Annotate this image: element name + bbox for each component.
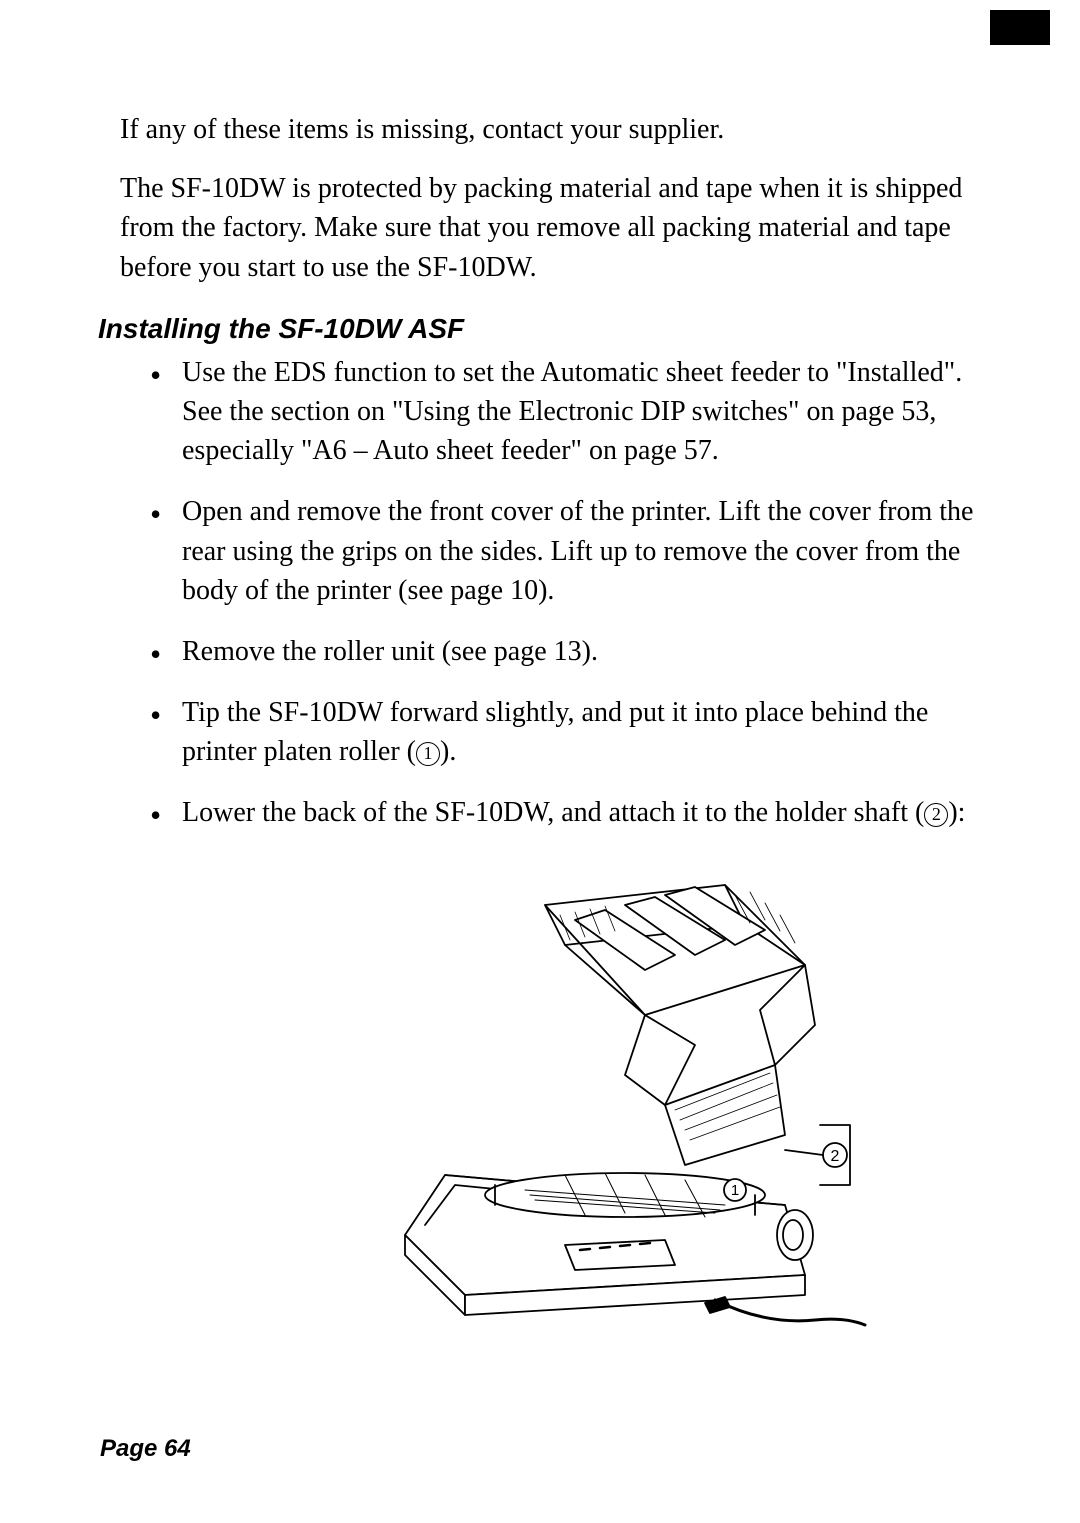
instruction-list: Use the EDS function to set the Automati… bbox=[120, 353, 980, 833]
instruction-5-post: ): bbox=[948, 797, 965, 828]
circled-number-1: 1 bbox=[416, 742, 440, 766]
page-number: Page 64 bbox=[100, 1435, 191, 1463]
instruction-item-2: Open and remove the front cover of the p… bbox=[150, 492, 980, 610]
instruction-item-3: Remove the roller unit (see page 13). bbox=[150, 632, 980, 671]
instruction-4-pre: Tip the SF-10DW forward slightly, and pu… bbox=[182, 697, 928, 767]
instruction-item-5: Lower the back of the SF-10DW, and attac… bbox=[150, 793, 980, 832]
circled-number-2: 2 bbox=[924, 803, 948, 827]
intro-paragraph-1: If any of these items is missing, contac… bbox=[120, 110, 980, 149]
figure-container: 1 2 bbox=[270, 855, 980, 1350]
section-heading: Installing the SF-10DW ASF bbox=[98, 313, 980, 345]
instruction-5-pre: Lower the back of the SF-10DW, and attac… bbox=[182, 797, 924, 828]
instruction-4-post: ). bbox=[440, 736, 456, 767]
corner-mark bbox=[990, 10, 1050, 45]
instruction-item-1: Use the EDS function to set the Automati… bbox=[150, 353, 980, 471]
printer-illustration: 1 2 bbox=[365, 855, 885, 1345]
svg-text:1: 1 bbox=[731, 1182, 739, 1199]
instruction-item-4: Tip the SF-10DW forward slightly, and pu… bbox=[150, 693, 980, 771]
svg-text:2: 2 bbox=[831, 1148, 840, 1165]
intro-paragraph-2: The SF-10DW is protected by packing mate… bbox=[120, 169, 980, 287]
